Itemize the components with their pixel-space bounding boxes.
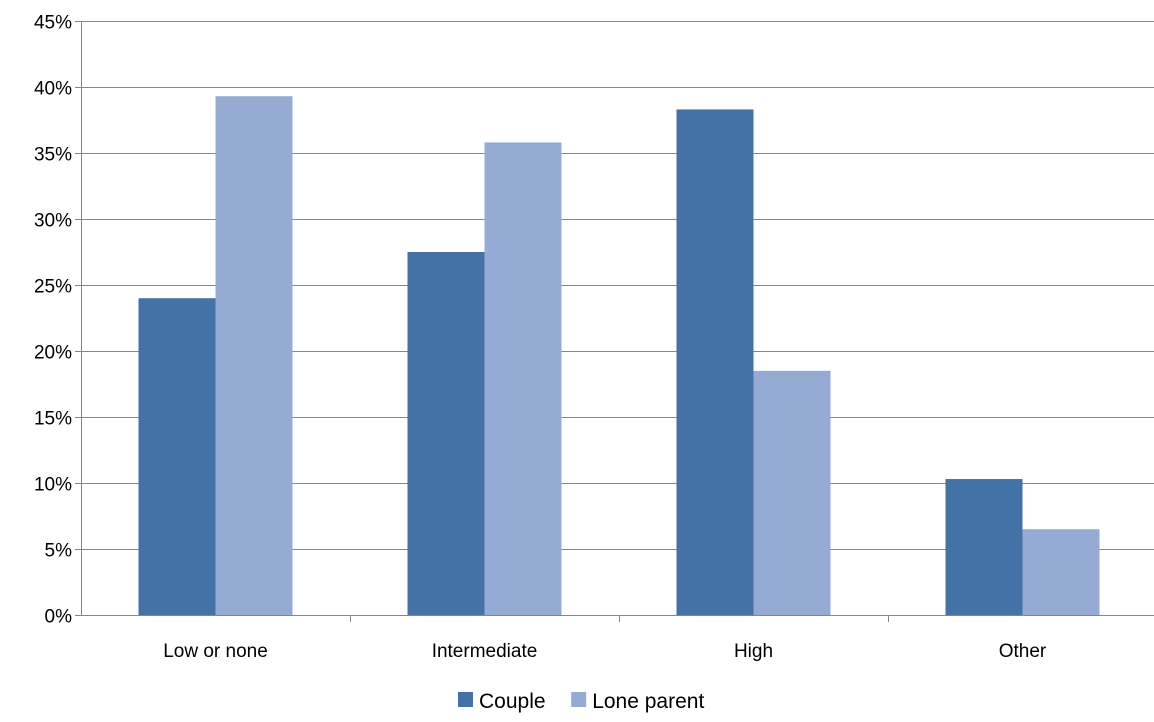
y-tick-label: 5% — [45, 541, 73, 562]
y-tick-label: 10% — [34, 475, 72, 496]
y-tick-label: 30% — [34, 211, 72, 232]
y-tick-label: 45% — [34, 13, 72, 34]
bar-lone-parent — [753, 370, 831, 615]
x-axis-tick-labels: Low or none Intermediate High Other — [163, 641, 1047, 662]
y-tick-label: 35% — [34, 145, 72, 166]
y-tick-label: 25% — [34, 277, 72, 298]
y-tick-label: 40% — [34, 79, 72, 100]
axes — [75, 21, 1154, 622]
y-axis-tick-labels: 0% 5% 10% 15% 20% 25% 30% 35% 40% 45% — [34, 13, 72, 628]
x-tick-label: Low or none — [163, 641, 268, 662]
legend-label: Lone parent — [592, 690, 704, 713]
legend: Couple Lone parent — [458, 690, 704, 713]
bar-lone-parent — [484, 142, 562, 615]
legend-swatch — [458, 692, 473, 707]
y-tick-label: 15% — [34, 409, 72, 430]
bar-couple — [676, 109, 754, 615]
x-tick-label: Other — [999, 641, 1047, 662]
bar-lone-parent — [1022, 529, 1100, 615]
bar-couple — [407, 252, 485, 615]
y-tick-label: 20% — [34, 343, 72, 364]
x-tick-label: Intermediate — [432, 641, 538, 662]
bars — [138, 96, 1100, 616]
legend-swatch — [571, 692, 587, 707]
legend-label: Couple — [479, 690, 546, 713]
bar-lone-parent — [215, 96, 293, 616]
bar-couple — [138, 298, 216, 615]
bar-couple — [945, 479, 1023, 615]
y-tick-label: 0% — [45, 607, 73, 628]
x-tick-label: High — [734, 641, 773, 662]
